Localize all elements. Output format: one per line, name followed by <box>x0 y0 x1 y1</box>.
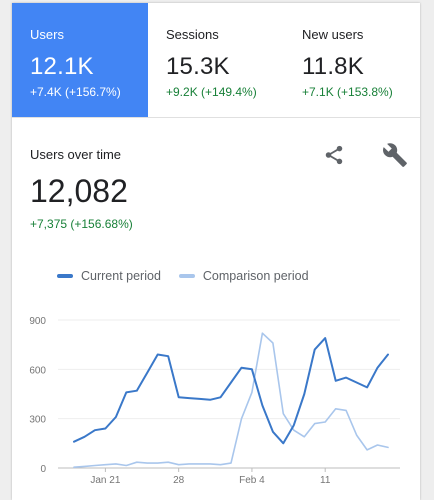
legend-item-current[interactable]: Current period <box>57 269 161 283</box>
metric-label: Sessions <box>166 27 219 42</box>
metric-change: +7.4K (+156.7%) <box>30 85 121 99</box>
metric-tile-new-users[interactable]: New users 11.8K +7.1K (+153.8%) <box>284 3 420 117</box>
legend-swatch-comparison <box>178 274 195 278</box>
metric-change: +9.2K (+149.4%) <box>166 85 257 99</box>
x-tick-label: Feb 4 <box>239 475 265 486</box>
share-button[interactable] <box>319 140 349 170</box>
x-tick-label: 28 <box>173 475 185 486</box>
users-total-change: +7,375 (+156.68%) <box>30 217 133 231</box>
metric-change: +7.1K (+153.8%) <box>302 85 393 99</box>
series-line-comparison <box>73 332 389 468</box>
users-line-chart: 0 300 600 900 Jan 21 28 Feb 4 11 <box>29 316 400 486</box>
metric-label: New users <box>302 27 364 42</box>
section-title: Users over time <box>30 147 122 162</box>
metric-tiles: Users 12.1K +7.4K (+156.7%) Sessions 15.… <box>12 3 420 118</box>
users-over-time-card: Users 12.1K +7.4K (+156.7%) Sessions 15.… <box>12 3 420 500</box>
legend-item-comparison[interactable]: Comparison period <box>178 269 309 283</box>
users-total-value: 12,082 <box>30 173 128 209</box>
y-tick-label: 900 <box>29 316 46 327</box>
metric-value: 15.3K <box>166 53 230 80</box>
metric-value: 11.8K <box>302 53 364 80</box>
legend-label: Current period <box>81 269 161 283</box>
y-tick-label: 600 <box>29 365 46 376</box>
share-icon <box>325 145 343 165</box>
wrench-icon <box>383 143 407 167</box>
legend-swatch-current <box>57 274 73 278</box>
metric-value: 12.1K <box>30 53 94 80</box>
series-line-current <box>73 337 389 445</box>
y-tick-label: 300 <box>29 415 46 426</box>
metric-tile-sessions[interactable]: Sessions 15.3K +9.2K (+149.4%) <box>148 3 284 117</box>
x-tick-label: 11 <box>320 475 331 486</box>
customize-button[interactable] <box>380 140 410 170</box>
chart-legend: Current period Comparison period <box>57 269 327 283</box>
metric-tile-users[interactable]: Users 12.1K +7.4K (+156.7%) <box>12 3 148 117</box>
metric-label: Users <box>30 27 64 42</box>
y-tick-label: 0 <box>40 464 46 475</box>
x-tick-label: Jan 21 <box>90 475 120 486</box>
legend-label: Comparison period <box>202 269 309 283</box>
